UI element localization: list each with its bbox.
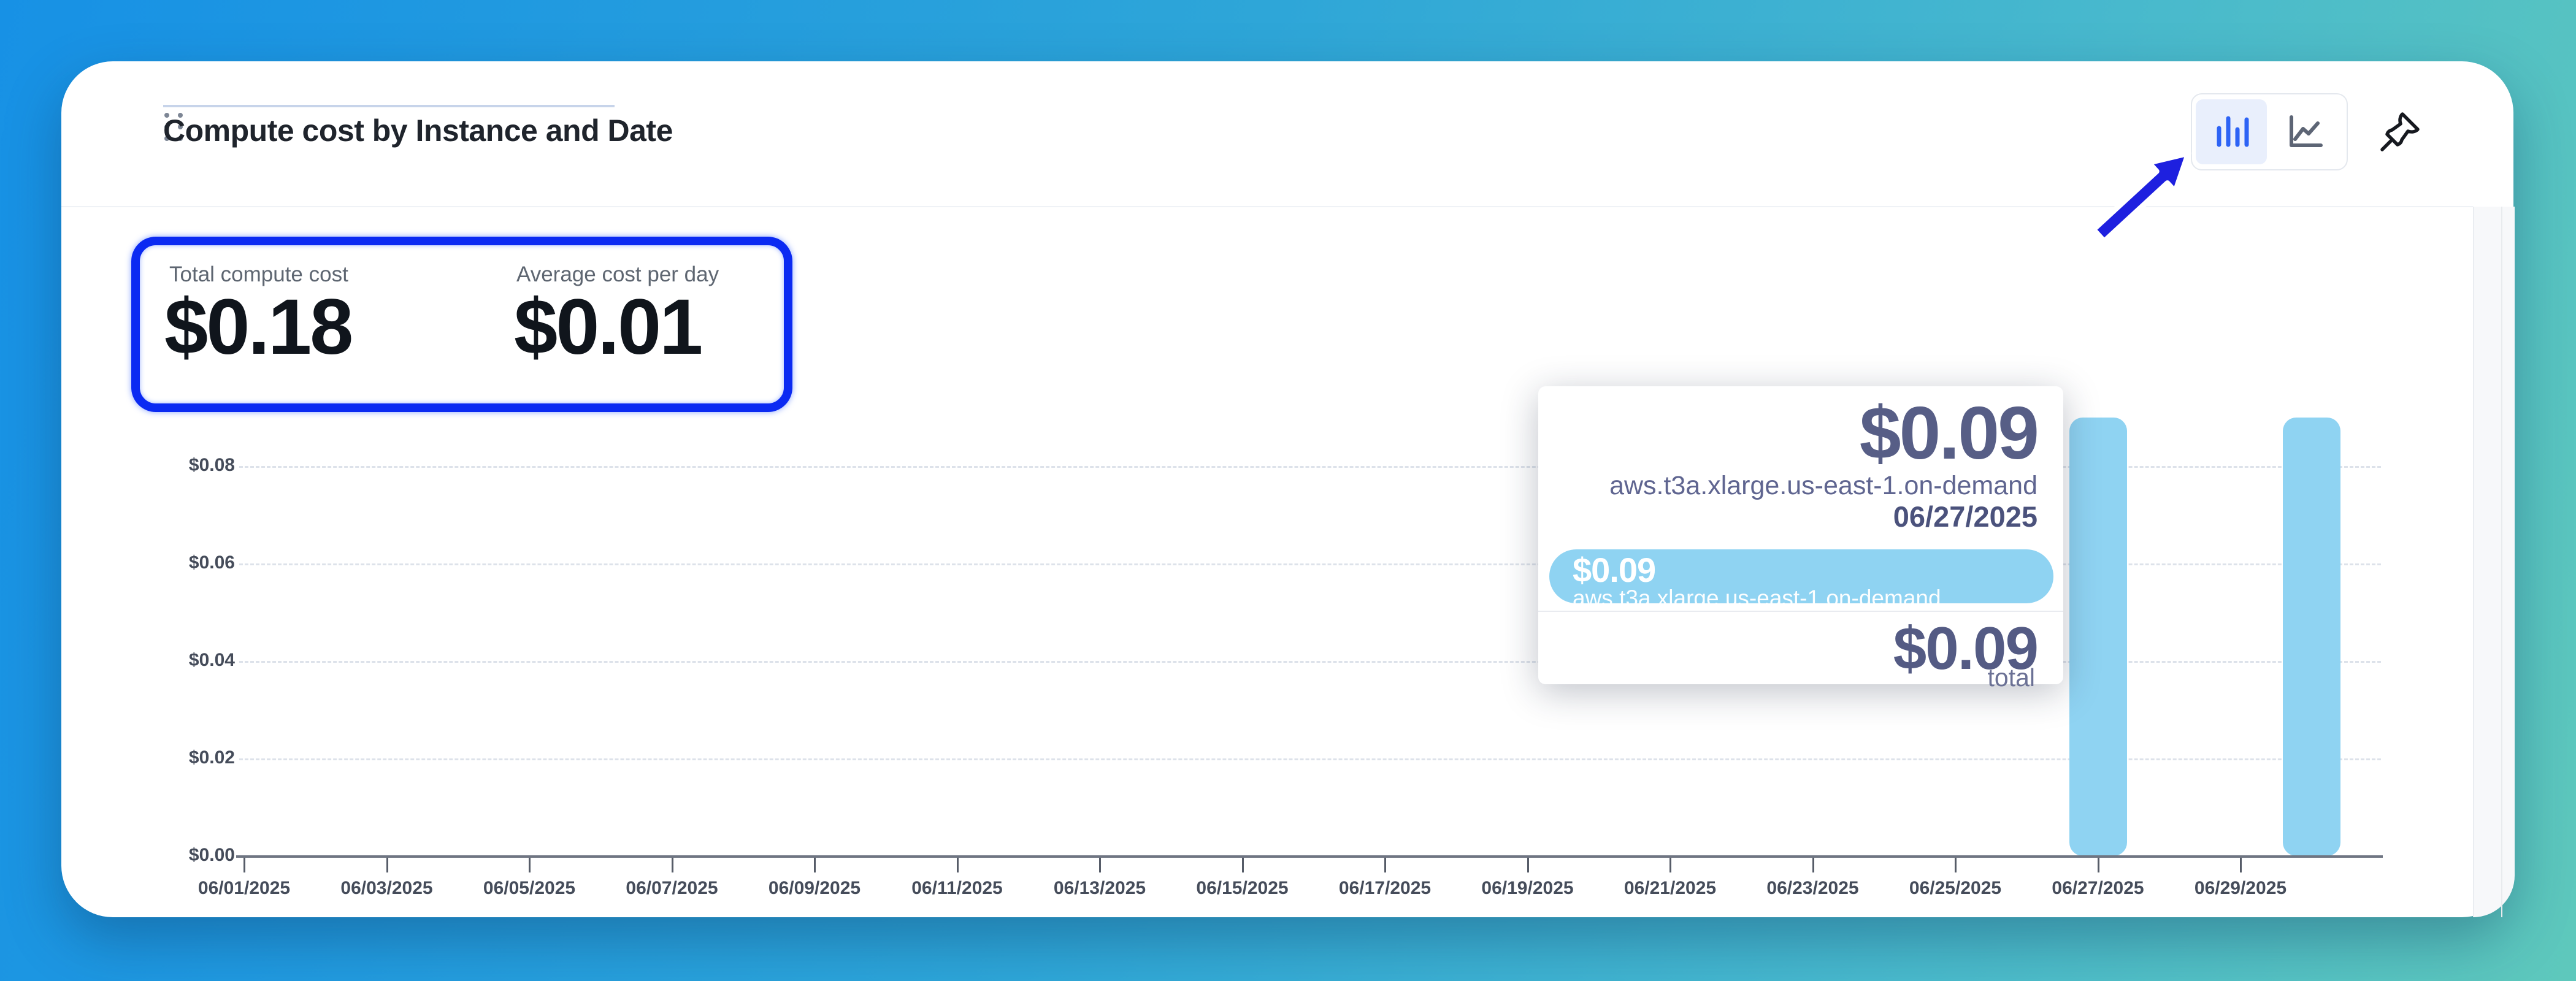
x-axis-tick-label: 06/25/2025 — [1909, 878, 2002, 898]
x-axis-tick — [529, 858, 531, 872]
tooltip-series-instance: aws.t3a.xlarge.us-east-1.on-demand — [1573, 586, 1941, 603]
tooltip-series-row: $0.09 aws.t3a.xlarge.us-east-1.on-demand — [1549, 549, 2053, 603]
gridline — [239, 563, 2381, 565]
x-axis-tick-label: 06/07/2025 — [626, 878, 718, 898]
tooltip-series-value: $0.09 — [1573, 551, 1656, 589]
x-axis-tick-label: 06/05/2025 — [483, 878, 576, 898]
tooltip-total-label: total — [1987, 663, 2036, 692]
x-axis-tick — [1669, 858, 1671, 872]
x-axis-tick — [1955, 858, 1957, 872]
pin-widget-button[interactable] — [2372, 104, 2428, 159]
x-axis-tick-label: 06/03/2025 — [340, 878, 433, 898]
bar-chart-icon — [2217, 116, 2249, 147]
stat-label-average: Average cost per day — [516, 262, 719, 286]
x-axis-tick-label: 06/29/2025 — [2194, 878, 2287, 898]
line-chart-icon — [2290, 115, 2323, 147]
y-axis-tick-label: $0.08 — [188, 455, 235, 475]
x-axis-tick — [243, 858, 245, 872]
x-axis-tick-label: 06/15/2025 — [1196, 878, 1289, 898]
x-axis-tick-label: 06/01/2025 — [197, 878, 291, 898]
tooltip-date: 06/27/2025 — [1893, 500, 2037, 533]
x-axis-tick — [956, 858, 959, 872]
x-axis-tick — [671, 858, 673, 872]
chart-type-toggle — [2191, 93, 2348, 170]
tooltip-value: $0.09 — [1859, 391, 2039, 475]
x-axis-tick-label: 06/23/2025 — [1766, 878, 1859, 898]
y-axis-tick-label: $0.02 — [188, 747, 235, 768]
x-axis-tick — [386, 858, 388, 872]
x-axis-tick-label: 06/11/2025 — [911, 878, 1003, 898]
stat-value-average: $0.01 — [514, 283, 703, 371]
x-axis-tick-label: 06/17/2025 — [1338, 878, 1432, 898]
x-axis-tick — [814, 858, 816, 872]
chart-tooltip: $0.09 aws.t3a.xlarge.us-east-1.on-demand… — [1538, 386, 2063, 692]
tooltip-instance: aws.t3a.xlarge.us-east-1.on-demand — [1609, 471, 2037, 501]
y-axis-tick-label: $0.00 — [188, 845, 235, 865]
bar-06/30/2025[interactable] — [2283, 417, 2341, 856]
pushpin-icon — [2380, 112, 2420, 151]
x-axis-tick — [1384, 858, 1386, 872]
x-axis-tick — [1527, 858, 1529, 872]
gridline — [239, 758, 2381, 760]
y-axis-tick-label: $0.06 — [188, 552, 235, 573]
gridline — [239, 661, 2381, 663]
line-chart-toggle-button[interactable] — [2269, 99, 2340, 164]
x-axis-line — [236, 855, 2383, 858]
x-axis-tick — [1099, 858, 1101, 872]
x-axis-tick — [2240, 858, 2242, 872]
stat-label-total: Total compute cost — [169, 262, 348, 286]
scroll-gutter — [2473, 207, 2515, 917]
widget-title: Compute cost by Instance and Date — [163, 113, 673, 148]
bar-06/27/2025[interactable] — [2069, 417, 2127, 856]
x-axis-tick-label: 06/19/2025 — [1481, 878, 1574, 898]
x-axis-tick-label: 06/13/2025 — [1053, 878, 1146, 898]
tooltip-total-value: $0.09 — [1893, 614, 2039, 682]
stat-value-total: $0.18 — [164, 283, 353, 371]
tooltip-divider — [1538, 611, 2063, 612]
x-axis-tick — [1241, 858, 1244, 872]
x-axis-tick — [2097, 858, 2099, 872]
gridline — [239, 466, 2381, 468]
title-top-underline — [163, 105, 615, 107]
y-axis-tick-label: $0.04 — [188, 650, 235, 670]
x-axis-tick-label: 06/21/2025 — [1623, 878, 1717, 898]
x-axis-tick-label: 06/27/2025 — [2052, 878, 2144, 898]
x-axis-tick — [1812, 858, 1814, 872]
header-divider — [61, 206, 2473, 207]
bar-chart-toggle-button[interactable] — [2196, 99, 2267, 164]
x-axis-tick-label: 06/09/2025 — [768, 878, 861, 898]
annotation-arrow-icon — [2090, 150, 2191, 245]
drag-handle-icon[interactable] — [164, 113, 191, 148]
widget-card: Compute cost by Instance and Date — [61, 61, 2515, 917]
